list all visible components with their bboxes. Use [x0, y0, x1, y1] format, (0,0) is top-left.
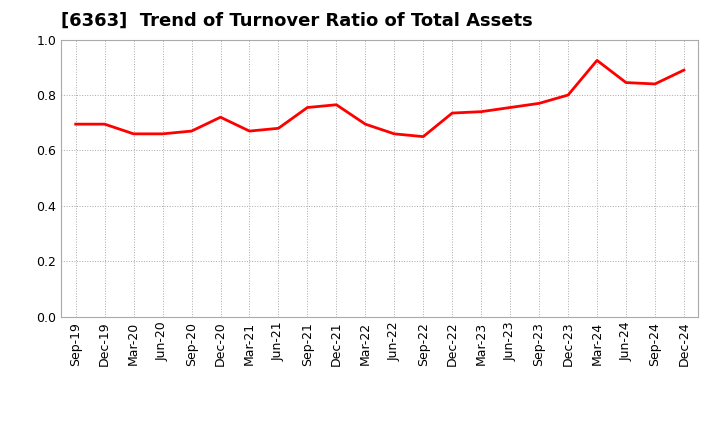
Text: [6363]  Trend of Turnover Ratio of Total Assets: [6363] Trend of Turnover Ratio of Total …	[61, 12, 533, 30]
